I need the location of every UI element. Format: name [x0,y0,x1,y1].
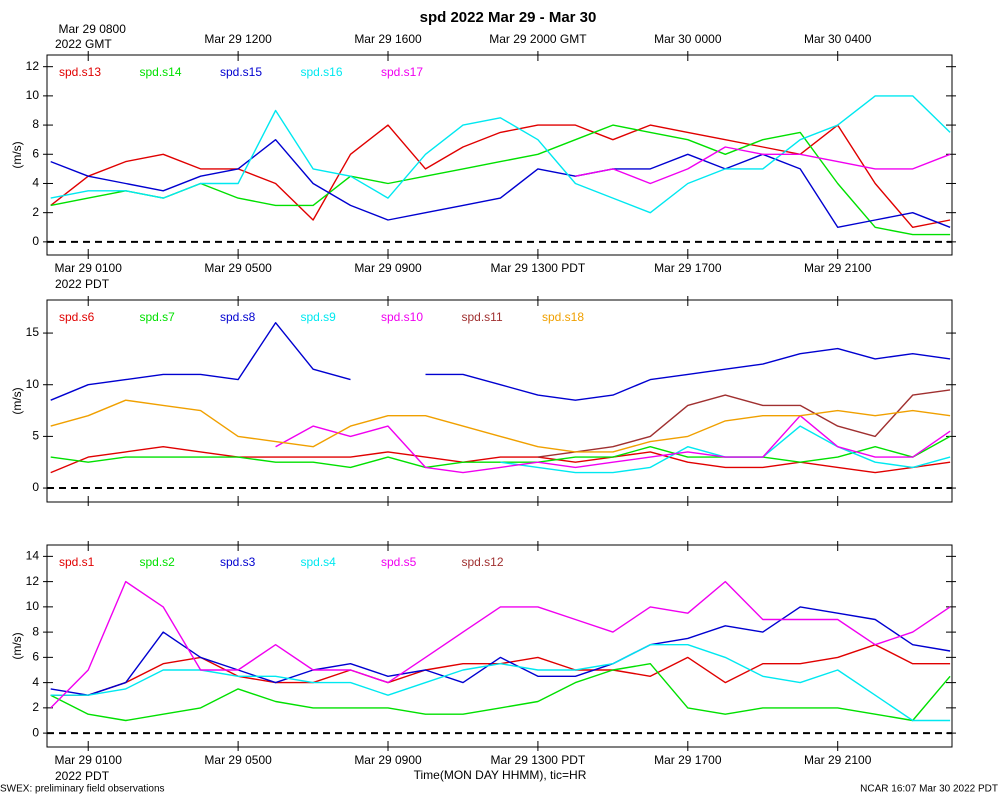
x-tick-label: Mar 29 1700 [654,753,722,767]
plot-frame [46,54,953,256]
x-tick-label: Mar 29 0500 [204,261,272,275]
x-tick-label: Mar 29 1300 PDT [491,753,586,767]
legend-entry: spd.s8 [220,310,256,324]
x-tick-label: Mar 29 0100 [55,261,123,275]
y-tick-label: 10 [26,377,40,391]
footer-left: SWEX: preliminary field observations [0,784,165,795]
legend-entry: spd.s7 [140,310,176,324]
x-tick-label: Mar 29 1300 PDT [491,261,586,275]
legend-entry: spd.s5 [381,555,417,569]
legend-entry: spd.s1 [59,555,95,569]
y-tick-label: 12 [26,59,40,73]
y-tick-label: 2 [32,205,39,219]
series-line [50,663,951,722]
plot-frame [46,544,953,748]
y-tick-label: 6 [32,650,39,664]
legend-entry: spd.s17 [381,65,423,79]
series-line [50,95,951,214]
x-tick-label: Mar 29 1700 [654,261,722,275]
legend-entry: spd.s6 [59,310,95,324]
legend-entry: spd.s4 [301,555,337,569]
series-line [50,124,951,228]
x2-tick-label: Mar 30 0400 [804,32,872,46]
x2-tick-label: Mar 29 2000 GMT [489,32,587,46]
series-line [50,399,951,453]
y-axis-label: (m/s) [10,387,24,414]
y-tick-label: 4 [32,176,39,190]
y-tick-label: 0 [32,480,39,494]
series-line [50,124,951,236]
legend-entry: spd.s2 [140,555,176,569]
x-tick-label: Mar 29 0900 [354,753,422,767]
series-line [275,415,951,474]
y-tick-label: 12 [26,574,40,588]
legend-entry: spd.s16 [301,65,343,79]
series-line [425,347,951,401]
x2-sublabel: 2022 GMT [55,37,112,51]
x-axis-label: Time(MON DAY HHMM), tic=HR [414,768,587,782]
y-tick-label: 15 [26,325,40,339]
x-tick-label: Mar 29 0500 [204,753,272,767]
chart-title: spd 2022 Mar 29 - Mar 30 [420,9,597,26]
series-line [50,580,951,709]
y-tick-label: 10 [26,599,40,613]
x-tick-label: Mar 29 2100 [804,261,872,275]
x-tick-label: Mar 29 0100 [55,753,123,767]
x2-tick-label: Mar 29 0800 [59,22,127,36]
y-tick-label: 6 [32,146,39,160]
footer-right: NCAR 16:07 Mar 30 2022 PDT [860,784,998,795]
y-tick-label: 8 [32,117,39,131]
y-tick-label: 5 [32,429,39,443]
legend-entry: spd.s15 [220,65,262,79]
legend-entry: spd.s14 [140,65,182,79]
y-tick-label: 14 [26,549,40,563]
legend-entry: spd.s12 [462,555,504,569]
x-sublabel: 2022 PDT [55,277,110,291]
x2-tick-label: Mar 29 1200 [204,32,272,46]
series-line [50,322,351,401]
legend-entry: spd.s13 [59,65,101,79]
legend-entry: spd.s3 [220,555,256,569]
x2-tick-label: Mar 29 1600 [354,32,422,46]
y-tick-label: 4 [32,675,39,689]
y-axis-label: (m/s) [10,632,24,659]
x-tick-label: Mar 29 2100 [804,753,872,767]
y-tick-label: 10 [26,88,40,102]
series-line [575,146,951,185]
legend-entry: spd.s10 [381,310,423,324]
y-axis-label: (m/s) [10,141,24,168]
series-line [537,389,951,458]
x-sublabel: 2022 PDT [55,769,110,783]
series-line [50,606,951,696]
y-tick-label: 0 [32,725,39,739]
y-tick-label: 8 [32,624,39,638]
series-line [50,139,951,228]
x2-tick-label: Mar 30 0000 [654,32,722,46]
y-tick-label: 0 [32,234,39,248]
series-line [50,644,951,722]
legend-entry: spd.s9 [301,310,337,324]
legend-entry: spd.s18 [542,310,584,324]
x-tick-label: Mar 29 0900 [354,261,422,275]
plot-frame [46,299,953,503]
legend-entry: spd.s11 [462,310,503,324]
y-tick-label: 2 [32,700,39,714]
